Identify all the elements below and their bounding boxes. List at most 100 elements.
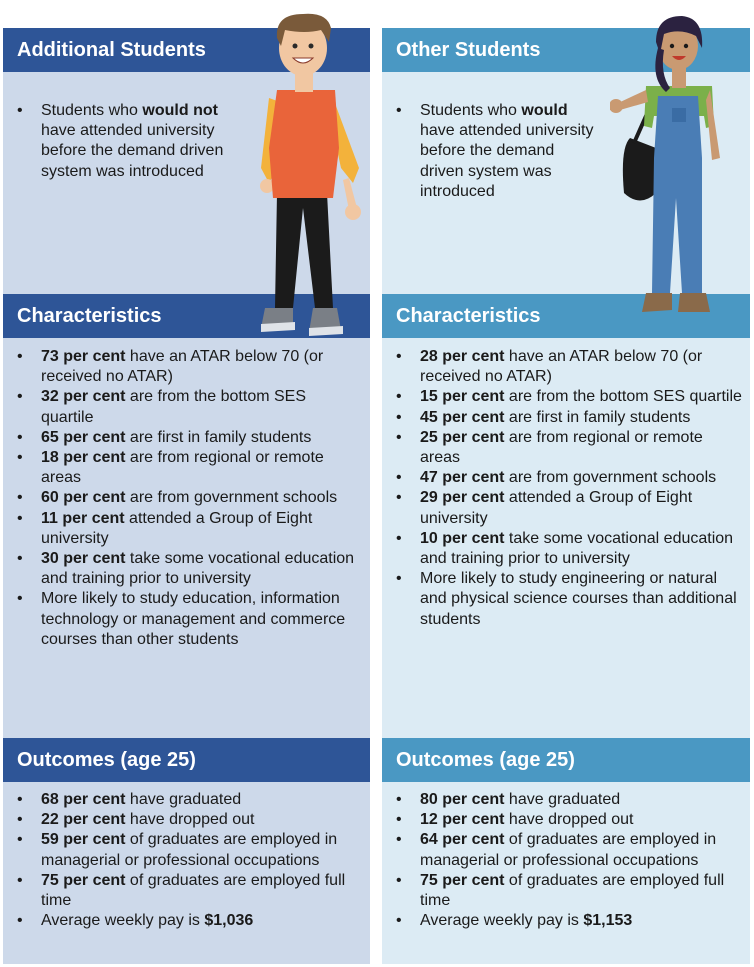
bold-text: 12 per cent bbox=[420, 811, 505, 829]
list-item: • 68 per cent have graduated bbox=[15, 790, 362, 810]
bold-text: 15 per cent bbox=[420, 388, 505, 406]
bullet-icon: • bbox=[396, 388, 402, 406]
item-text: are from government schools bbox=[504, 469, 717, 487]
bullet-icon: • bbox=[17, 871, 23, 889]
bullet-icon: • bbox=[396, 912, 402, 930]
item-text: are from government schools bbox=[125, 489, 338, 507]
bullet-icon: • bbox=[17, 791, 23, 808]
bullet-icon: • bbox=[396, 469, 402, 487]
item-text: have attended university before the dema… bbox=[41, 122, 224, 180]
bullet-icon: • bbox=[17, 449, 23, 467]
list-item: • 60 per cent are from government schools bbox=[15, 488, 362, 508]
bullet-icon: • bbox=[17, 550, 23, 568]
bullet-icon: • bbox=[17, 912, 23, 930]
list-item: • 28 per cent have an ATAR below 70 (or r… bbox=[394, 347, 742, 387]
list-item: • 15 per cent are from the bottom SES qua… bbox=[394, 387, 742, 407]
bullet-icon: • bbox=[17, 489, 23, 507]
item-text: are first in family students bbox=[125, 428, 312, 446]
bullet-icon: • bbox=[17, 102, 23, 119]
bullet-icon: • bbox=[17, 590, 23, 608]
bullet-icon: • bbox=[396, 408, 402, 426]
bold-text: 29 per cent bbox=[420, 489, 505, 507]
bullet-icon: • bbox=[396, 489, 402, 507]
bold-text: 59 per cent bbox=[41, 831, 126, 849]
item-text: Average weekly pay is bbox=[41, 912, 205, 930]
other-characteristics-list: • 28 per cent have an ATAR below 70 (or r… bbox=[394, 347, 742, 630]
list-item: • Students who would have attended univer… bbox=[394, 101, 594, 202]
bold-text: 73 per cent bbox=[41, 348, 126, 365]
list-item: • 12 per cent have dropped out bbox=[394, 810, 742, 830]
bold-text: 11 per cent bbox=[41, 509, 125, 527]
item-text: have attended university before the dema… bbox=[420, 122, 594, 200]
list-item: • Students who would not have attended un… bbox=[15, 101, 225, 182]
bullet-icon: • bbox=[396, 529, 402, 547]
female-student-illustration bbox=[610, 16, 720, 312]
item-text: of graduates are employed in managerial … bbox=[41, 831, 338, 869]
item-text: have dropped out bbox=[125, 811, 255, 829]
bold-text: 47 per cent bbox=[420, 469, 505, 487]
bullet-icon: • bbox=[17, 811, 23, 829]
bullet-icon: • bbox=[396, 791, 402, 808]
item-text: of graduates are employed full time bbox=[420, 871, 725, 910]
item-text: have graduated bbox=[504, 791, 621, 808]
list-item: • 25 per cent are from regional or remote… bbox=[394, 428, 742, 468]
item-text: take some vocational education and train… bbox=[41, 550, 355, 588]
list-item: • 75 per cent of graduates are employed f… bbox=[394, 871, 742, 911]
bold-text: 64 per cent bbox=[420, 831, 505, 849]
list-item: • 29 per cent attended a Group of Eight u… bbox=[394, 488, 742, 528]
list-item: • 45 per cent are first in family student… bbox=[394, 408, 742, 428]
bold-text: would bbox=[521, 102, 568, 119]
list-item: • 59 per cent of graduates are employed i… bbox=[15, 830, 362, 870]
list-item: • 65 per cent are first in family student… bbox=[15, 428, 362, 448]
bullet-icon: • bbox=[396, 570, 402, 588]
bold-text: 28 per cent bbox=[420, 348, 505, 365]
bold-text: 75 per cent bbox=[41, 871, 126, 889]
bullet-icon: • bbox=[396, 811, 402, 829]
bullet-icon: • bbox=[396, 348, 402, 365]
bold-text: 75 per cent bbox=[420, 871, 505, 889]
list-item: • More likely to study engineering or nat… bbox=[394, 569, 742, 630]
bold-text: 45 per cent bbox=[420, 408, 505, 426]
item-text: are from the bottom SES quartile bbox=[504, 388, 742, 406]
item-text: of graduates are employed full time bbox=[41, 871, 346, 910]
list-item: • Average weekly pay is $1,036 bbox=[15, 911, 362, 931]
item-text: attended a Group of Eight university bbox=[420, 489, 693, 527]
list-item: • More likely to study education, informa… bbox=[15, 589, 362, 650]
item-text: More likely to study engineering or natu… bbox=[420, 570, 737, 628]
list-item: • 32 per cent are from the bottom SES qua… bbox=[15, 387, 362, 427]
bullet-icon: • bbox=[17, 428, 23, 446]
list-item: • 80 per cent have graduated bbox=[394, 790, 742, 810]
list-item: • Average weekly pay is $1,153 bbox=[394, 911, 742, 931]
bold-text: 22 per cent bbox=[41, 811, 126, 829]
list-item: • 11 per cent attended a Group of Eight u… bbox=[15, 509, 362, 549]
male-student-illustration bbox=[260, 13, 361, 336]
item-text: Average weekly pay is bbox=[420, 912, 584, 930]
list-item: • 22 per cent have dropped out bbox=[15, 810, 362, 830]
additional-characteristics-list: • 73 per cent have an ATAR below 70 (or r… bbox=[15, 347, 362, 650]
item-text: have an ATAR below 70 (or received no AT… bbox=[41, 348, 324, 386]
item-text: Students who bbox=[41, 102, 143, 119]
item-text: have dropped out bbox=[504, 811, 634, 829]
item-text: take some vocational education and train… bbox=[420, 529, 734, 568]
bullet-icon: • bbox=[17, 388, 23, 406]
list-item: • 73 per cent have an ATAR below 70 (or r… bbox=[15, 347, 362, 387]
list-item: • 47 per cent are from government schools bbox=[394, 468, 742, 488]
item-text: attended a Group of Eight university bbox=[41, 509, 313, 547]
bold-text: 80 per cent bbox=[420, 791, 505, 808]
list-item: • 10 per cent take some vocational educat… bbox=[394, 529, 742, 569]
bold-text: $1,036 bbox=[204, 912, 254, 930]
item-text: are from regional or remote areas bbox=[420, 428, 703, 467]
additional-characteristics-header: Characteristics bbox=[3, 294, 370, 338]
item-text: are from regional or remote areas bbox=[41, 449, 324, 487]
bold-text: 10 per cent bbox=[420, 529, 505, 547]
other-outcomes-list: • 80 per cent have graduated • 12 per cent … bbox=[394, 790, 742, 931]
other-outcomes-header: Outcomes (age 25) bbox=[382, 738, 750, 782]
item-text: of graduates are employed in managerial … bbox=[420, 831, 717, 869]
bullet-icon: • bbox=[396, 871, 402, 889]
bullet-icon: • bbox=[17, 831, 23, 849]
additional-outcomes-header: Outcomes (age 25) bbox=[3, 738, 370, 782]
bold-text: 30 per cent bbox=[41, 550, 126, 568]
bold-text: 25 per cent bbox=[420, 428, 505, 446]
bullet-icon: • bbox=[396, 428, 402, 446]
item-text: Students who bbox=[420, 102, 522, 119]
